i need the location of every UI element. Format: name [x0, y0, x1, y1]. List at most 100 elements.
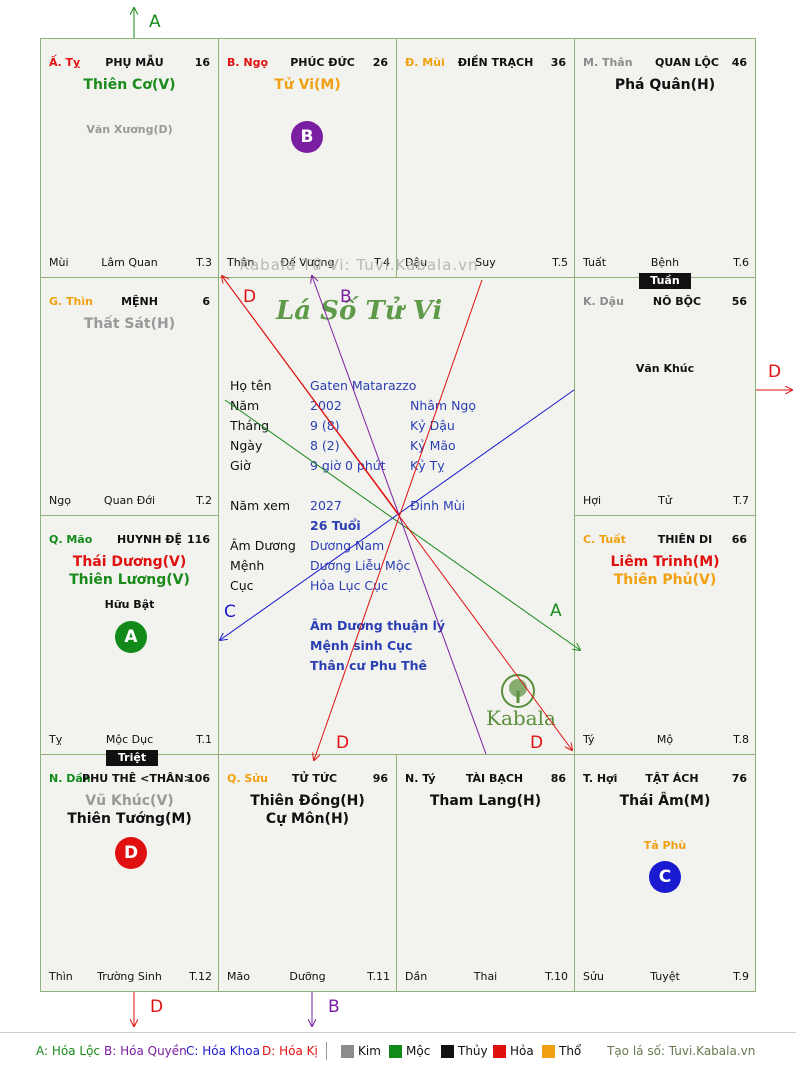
cell-bottom-left: Dần [405, 970, 428, 983]
arrow-label-d-right: D [768, 362, 782, 382]
palace-name: PHÚC ĐỨC [290, 56, 355, 69]
chart-title: Lá Số Tử Vi [276, 296, 443, 326]
gio-value: 9 giờ 0 phút [310, 458, 386, 473]
main-star: Tử Vi(M) [274, 77, 341, 93]
tuan-badge: Tuần [639, 273, 691, 289]
palace-number: 16 [194, 56, 210, 69]
legend-divider [0, 1032, 796, 1033]
main-star: Thái Dương(V) [72, 554, 187, 570]
thuy-swatch [441, 1045, 454, 1058]
cell-hoi: T. Hợi TẬT ÁCH 76 Thái Âm(M) Tả Phù C Sử… [574, 754, 756, 992]
palace-number: 106 [187, 772, 210, 785]
palace-name: TỬ TỨC [291, 772, 338, 785]
kabala-logo-text: Kabala [486, 706, 556, 730]
cell-bottom-left: Sửu [583, 970, 604, 983]
cell-bottom-right: T.7 [733, 494, 749, 507]
legend-site: Tạo lá số: Tuvi.Kabala.vn [607, 1044, 756, 1058]
can-chi: K. Dậu [583, 295, 624, 308]
palace-number: 56 [731, 295, 747, 308]
note-menh-cuc: Mệnh sinh Cục [310, 638, 413, 653]
cell-bottom-mid: Thai [473, 970, 498, 983]
hoa-khoa-line [220, 389, 575, 640]
can-chi: C. Tuất [583, 533, 626, 546]
cell-ty-bottom: N. Tý TÀI BẠCH 86 Tham Lang(H) Dần Thai … [396, 754, 575, 992]
cuc-label: Cục [230, 578, 254, 593]
ngay-label: Ngày [230, 438, 263, 453]
cell-bottom-mid: Tuyệt [650, 970, 680, 983]
can-chi: T. Hợi [583, 772, 618, 785]
can-chi: Đ. Mùi [405, 56, 445, 69]
nam-xem-label: Năm xem [230, 498, 291, 513]
cell-bottom-mid: Tử [658, 494, 672, 507]
main-star: Thái Âm(M) [619, 793, 711, 809]
hoa-swatch [493, 1045, 506, 1058]
cell-thin: G. Thìn MỆNH 6 Thất Sát(H) Ngọ Quan Đới … [40, 277, 219, 516]
main-star-2: Cự Môn(H) [265, 811, 350, 827]
nam-xem-can-chi: Đinh Mùi [410, 498, 466, 513]
main-star: Thiên Đồng(H) [250, 793, 365, 809]
palace-name: MỆNH [121, 295, 158, 308]
cell-bottom-left: Thân [227, 256, 255, 269]
cell-bottom-mid: Dưỡng [289, 970, 326, 983]
cell-bottom-right: T.5 [552, 256, 568, 269]
minor-star: Văn Khúc [635, 362, 695, 375]
ho-ten-value: Gaten Matarazzo [310, 378, 417, 393]
legend-hoa-loc: A: Hóa Lộc [36, 1044, 101, 1058]
gio-label: Giờ [230, 458, 251, 473]
palace-name: HUYNH ĐỆ [116, 533, 183, 546]
can-chi: Ấ. Tỵ [49, 56, 81, 69]
palace-number: 6 [202, 295, 210, 308]
cell-bottom-mid: Mộc Dục [105, 733, 154, 746]
palace-number: 76 [731, 772, 747, 785]
cell-bottom-left: Mão [227, 970, 250, 983]
cell-bottom-left: Dậu [405, 256, 428, 269]
can-chi: B. Ngọ [227, 56, 269, 69]
arrow-label-d-bottom-right: D [530, 733, 544, 753]
legend-thuy: Thủy [458, 1044, 488, 1058]
cell-bottom-left: Mùi [49, 256, 69, 269]
nam-value: 2002 [310, 398, 342, 413]
legend-tho: Thổ [559, 1044, 582, 1058]
can-chi: M. Thân [583, 56, 633, 69]
legend-hoa-khoa: C: Hóa Khoa [186, 1044, 260, 1058]
main-star: Phá Quân(H) [614, 77, 716, 93]
cell-than-top: M. Thân QUAN LỘC 46 Phá Quân(H) Tuất Bện… [574, 38, 756, 278]
cell-bottom-mid: Trường Sinh [97, 970, 162, 983]
palace-name: PHU THÊ <THÂN> [82, 772, 193, 785]
hoa-ki-line-2 [221, 275, 572, 750]
legend-separator [326, 1042, 327, 1060]
cell-bottom-right: T.2 [196, 494, 212, 507]
cell-bottom-right: T.10 [545, 970, 568, 983]
main-star-2: Thiên Lương(V) [69, 572, 190, 588]
legend-hoa-ki: D: Hóa Kị [262, 1044, 318, 1058]
arrow-label-c: C [224, 602, 236, 622]
palace-number: 66 [731, 533, 747, 546]
note-than-cu: Thân cư Phu Thê [310, 658, 427, 673]
hoa-loc-marker: A [115, 621, 147, 653]
palace-name: TẬT ÁCH [645, 772, 699, 785]
minor-star: Hữu Bật [104, 598, 155, 611]
hoa-khoa-marker: C [649, 861, 681, 893]
palace-number: 36 [550, 56, 566, 69]
hoa-ki-marker: D [115, 837, 147, 869]
thang-can-chi: Kỷ Dậu [410, 418, 455, 433]
cell-bottom-right: T.3 [196, 256, 212, 269]
cell-bottom-mid: Mộ [656, 733, 674, 746]
hoa-quyen-marker: B [291, 121, 323, 153]
arrow-label-a-top: A [149, 12, 161, 32]
cell-bottom-right: T.1 [196, 733, 212, 746]
tuoi-value: 26 Tuổi [310, 518, 361, 533]
can-chi: Q. Mão [49, 533, 93, 546]
cell-ty-top: Ấ. Tỵ PHỤ MẪU 16 Thiên Cơ(V) Văn Xương(D… [40, 38, 219, 278]
cell-bottom-mid: Đế Vượng [280, 256, 335, 269]
cell-bottom-mid: Bệnh [650, 256, 680, 269]
kim-swatch [341, 1045, 354, 1058]
palace-number: 116 [187, 533, 210, 546]
am-duong-label: Âm Dương [230, 538, 296, 553]
arrow-label-d-center: D [336, 733, 350, 753]
can-chi: N. Dần [49, 772, 91, 785]
can-chi: Q. Sửu [227, 772, 268, 785]
cell-bottom-mid: Quan Đới [103, 494, 156, 507]
menh-label: Mệnh [230, 558, 265, 573]
